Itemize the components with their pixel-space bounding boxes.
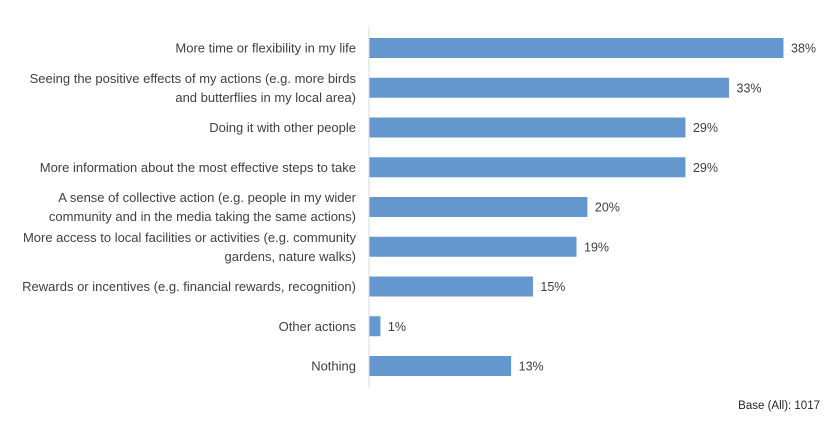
category-label-seeing-the-positive-effects-of-my-action: Seeing the positive effects of my action…: [30, 71, 357, 105]
category-label-nothing: Nothing: [311, 359, 356, 374]
value-label-a-sense-of-collective-action: 20%: [595, 201, 620, 215]
bar-a-sense-of-collective-action: [369, 197, 588, 217]
value-label-rewards-or-incentives: 15%: [540, 280, 565, 294]
value-label-doing-it-with-other-people: 29%: [693, 121, 718, 135]
category-label-more-access-to-local-facilities-or-activ: More access to local facilities or activ…: [23, 230, 357, 264]
category-label-a-sense-of-collective-action: A sense of collective action (e.g. peopl…: [49, 190, 357, 224]
category-label-other-actions: Other actions: [279, 319, 357, 334]
bar-seeing-the-positive-effects-of-my-action: [369, 77, 730, 98]
category-label-rewards-or-incentives: Rewards or incentives (e.g. financial re…: [22, 279, 356, 294]
bar-more-information-about-the-most-effectiv: [369, 157, 686, 178]
bar-doing-it-with-other-people: [369, 117, 686, 138]
category-label-doing-it-with-other-people: Doing it with other people: [209, 120, 356, 135]
bar-rewards-or-incentives: [369, 276, 533, 297]
category-label-more-time-or-flexibility-in-my-life: More time or flexibility in my life: [175, 41, 356, 56]
category-label-more-information-about-the-most-effectiv: More information about the most effectiv…: [40, 160, 356, 175]
bar-more-access-to-local-facilities-or-activ: [369, 236, 577, 257]
value-label-more-time-or-flexibility-in-my-life: 38%: [791, 42, 816, 56]
bar-other-actions: [369, 316, 381, 337]
value-label-nothing: 13%: [519, 360, 544, 374]
base-footnote: Base (All): 1017: [738, 400, 820, 412]
bar-nothing: [369, 356, 512, 376]
value-label-other-actions: 1%: [388, 320, 406, 334]
bar-more-time-or-flexibility-in-my-life: [369, 38, 784, 58]
value-label-more-information-about-the-most-effectiv: 29%: [693, 161, 718, 175]
value-label-more-access-to-local-facilities-or-activ: 19%: [584, 240, 609, 254]
value-label-seeing-the-positive-effects-of-my-action: 33%: [737, 81, 762, 95]
